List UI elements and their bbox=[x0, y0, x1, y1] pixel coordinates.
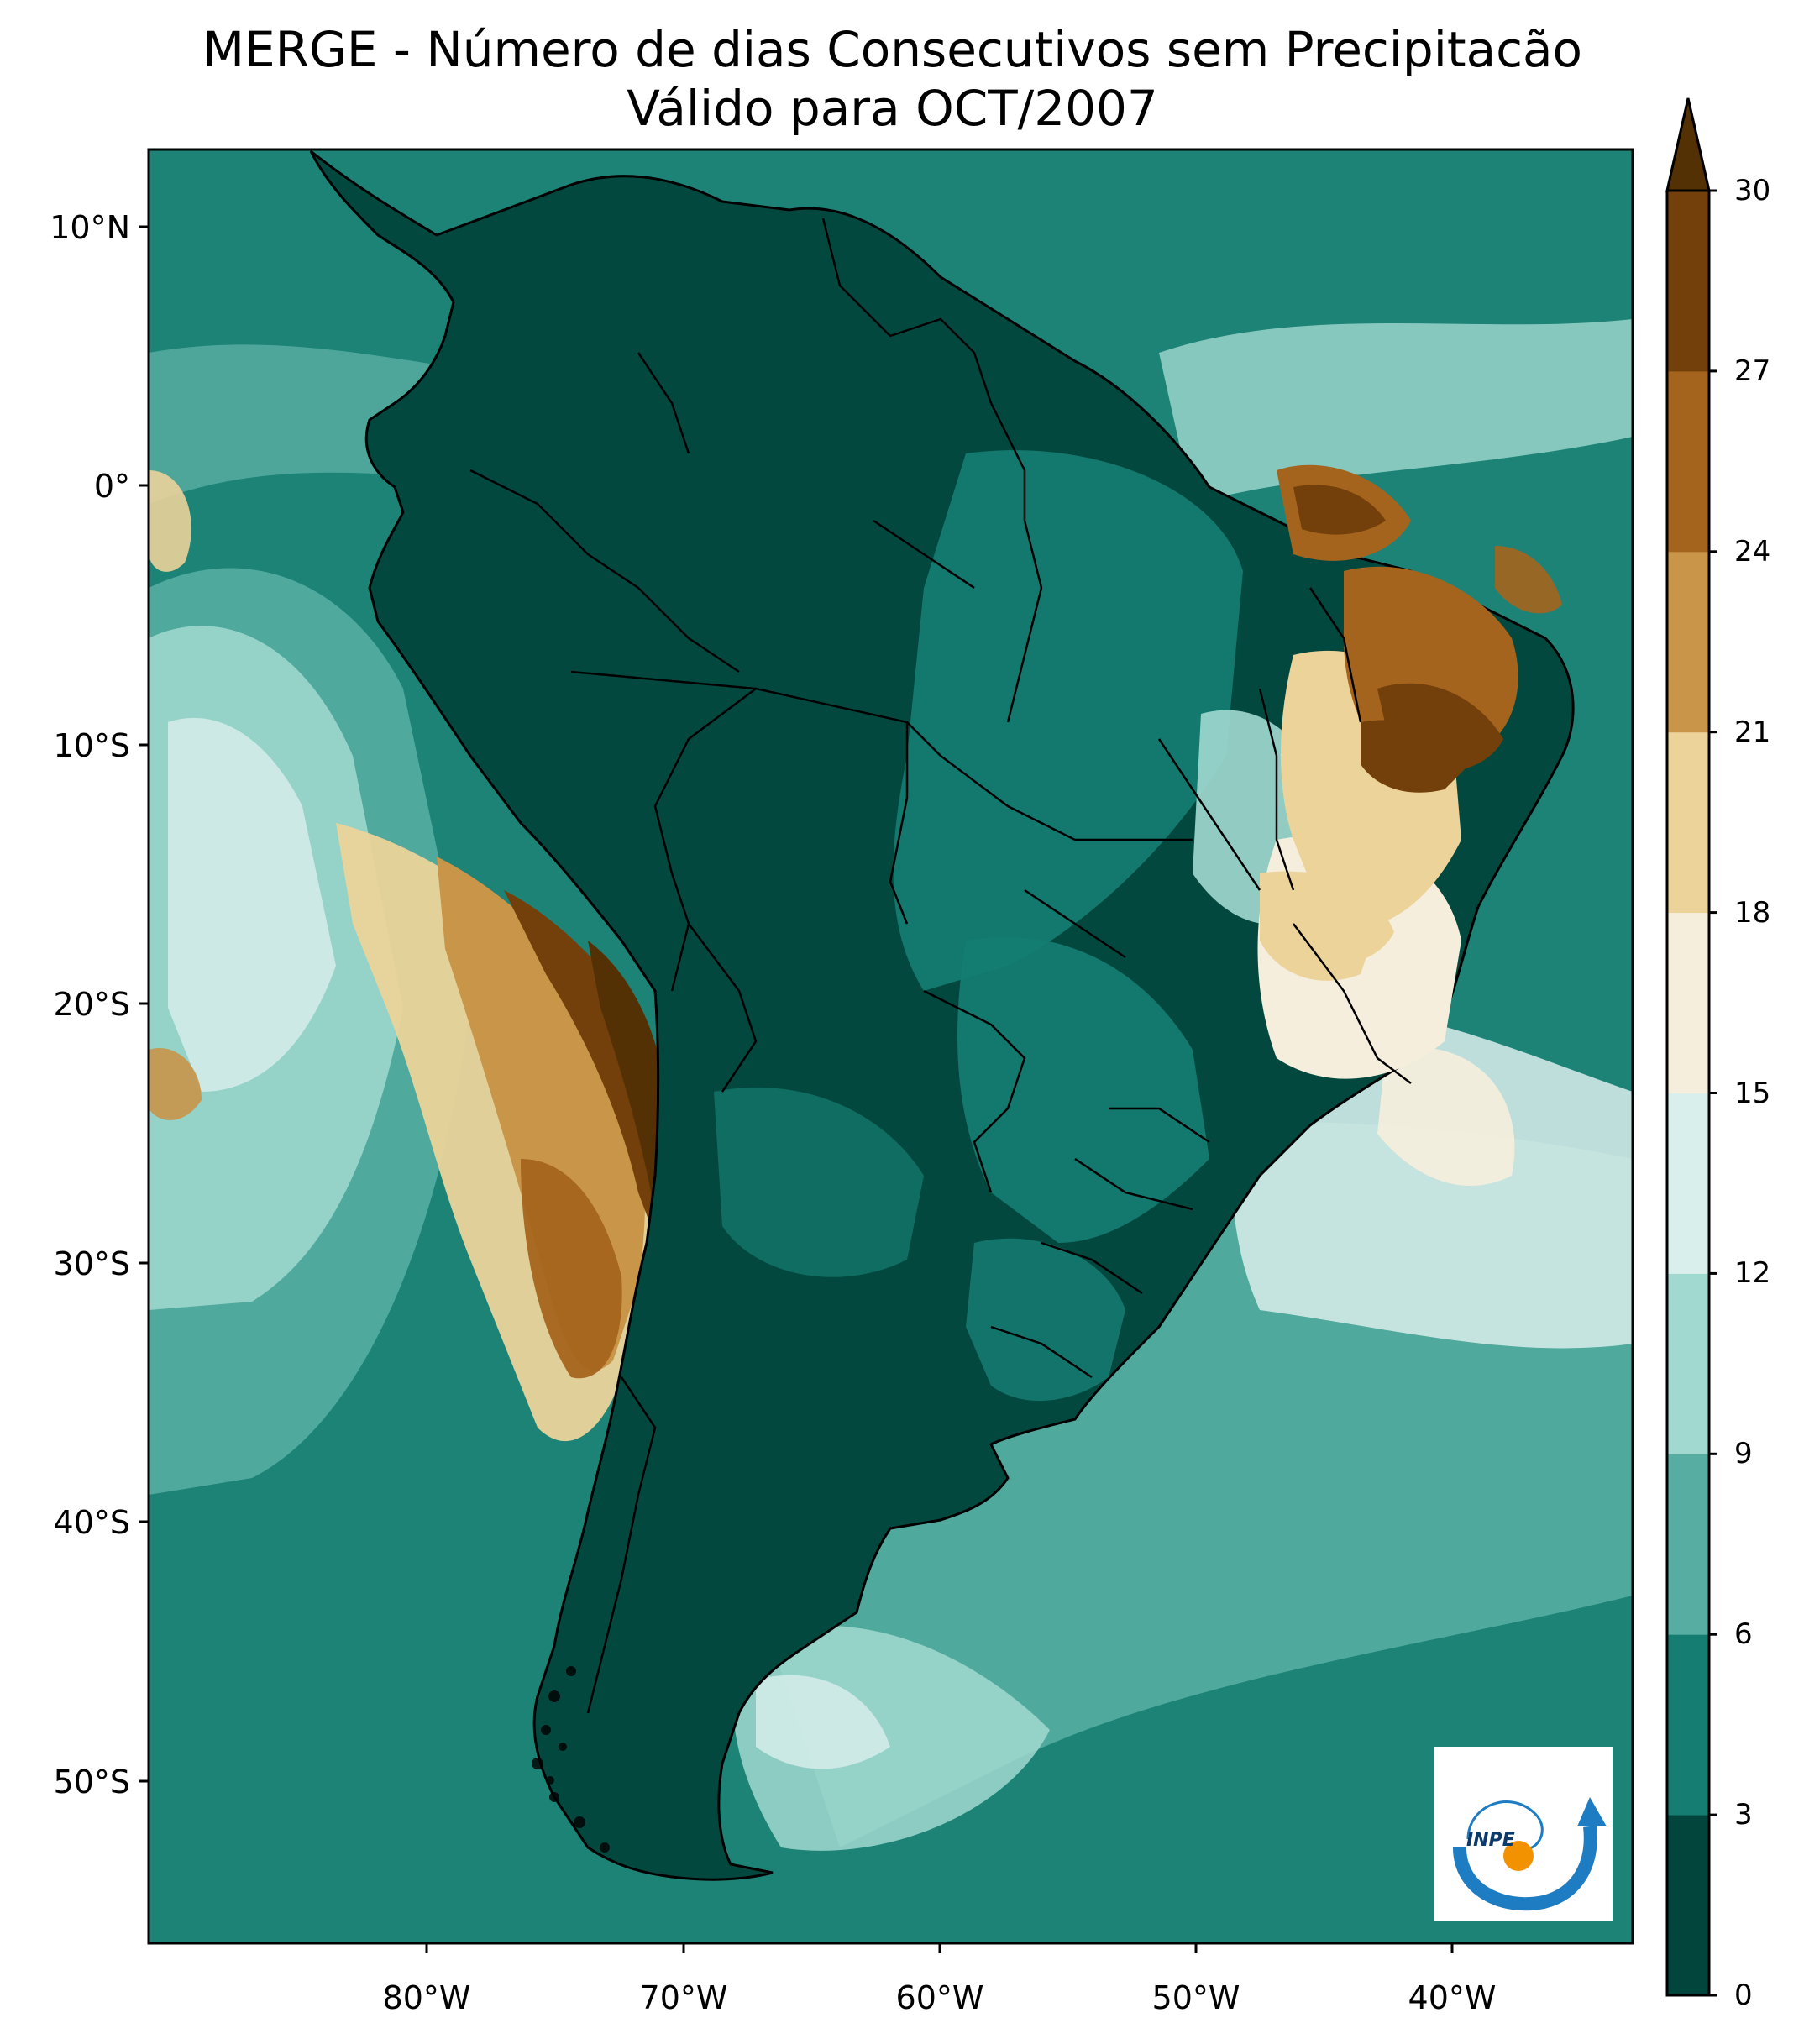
colorbar bbox=[1665, 97, 1717, 1997]
colorbar-segment bbox=[1667, 551, 1709, 733]
colorbar-segment bbox=[1667, 191, 1709, 372]
logo-arc-icon bbox=[1453, 1826, 1597, 1911]
south-america-landmass bbox=[309, 149, 1575, 1881]
dry-patch-pacific-equator bbox=[149, 470, 191, 572]
coast-east-dry-patch bbox=[1495, 546, 1562, 614]
colorbar-tick-label: 30 bbox=[1734, 174, 1771, 207]
lat-label-30s: 30°S bbox=[53, 1245, 130, 1282]
colorbar-segment bbox=[1667, 731, 1709, 914]
land-brazil-southeast bbox=[957, 936, 1209, 1243]
colorbar-tick-label: 15 bbox=[1734, 1076, 1771, 1110]
colorbar-extend-arrow bbox=[1665, 97, 1711, 192]
lon-label-40w: 40°W bbox=[1408, 1979, 1497, 2016]
colorbar-segment bbox=[1667, 370, 1709, 553]
land-south-uruguay bbox=[966, 1238, 1125, 1402]
ocean-band-north-east bbox=[1159, 319, 1633, 504]
map-frame bbox=[147, 148, 1634, 1945]
lat-label-10n: 10°N bbox=[50, 209, 130, 246]
colorbar-tick-label: 12 bbox=[1734, 1256, 1771, 1291]
ocean-pale-pacific bbox=[168, 717, 336, 1092]
dry-patch-pacific-far bbox=[149, 1048, 202, 1120]
lat-label-20s: 20°S bbox=[53, 986, 130, 1023]
axis-ticks bbox=[139, 225, 1454, 1953]
colorbar-tick-label: 21 bbox=[1734, 715, 1771, 749]
lat-label-40s: 40°S bbox=[53, 1504, 130, 1541]
logo-text: INPE bbox=[1466, 1830, 1515, 1851]
inpe-logo: INPE bbox=[1434, 1747, 1613, 1921]
chile-fjords bbox=[532, 1666, 610, 1853]
lat-label-50s: 50°S bbox=[53, 1764, 130, 1800]
logo-orbit-icon bbox=[1466, 1800, 1544, 1851]
colorbar-segment bbox=[1667, 1634, 1709, 1816]
colorbar-segment bbox=[1667, 1815, 1709, 1996]
map-title: MERGE - Número de dias Consecutivos sem … bbox=[202, 21, 1583, 78]
colorbar-tick-label: 3 bbox=[1734, 1798, 1753, 1832]
colorbar-segment bbox=[1667, 1454, 1709, 1635]
land-brazil-center bbox=[893, 450, 1243, 991]
colorbar-tick-label: 9 bbox=[1734, 1437, 1753, 1471]
colorbar-tick-label: 0 bbox=[1734, 1978, 1753, 2012]
land-argentina-patch bbox=[714, 1087, 924, 1277]
colorbar-segment bbox=[1667, 1093, 1709, 1274]
logo-sun-icon bbox=[1503, 1841, 1534, 1871]
dry-band-coast-darkest bbox=[588, 941, 662, 1226]
colorbar-segment bbox=[1667, 1273, 1709, 1454]
land-central-east-cream bbox=[1260, 871, 1377, 981]
logo-arrow-icon bbox=[1577, 1797, 1607, 1826]
dry-patch-pacific-south bbox=[521, 1159, 622, 1379]
lat-label-0: 0° bbox=[93, 468, 130, 505]
lon-label-50w: 50°W bbox=[1151, 1979, 1240, 2016]
lat-label-10s: 10°S bbox=[53, 727, 130, 764]
lon-label-60w: 60°W bbox=[895, 1979, 984, 2016]
coast-north-dark-patch bbox=[1293, 485, 1386, 535]
political-borders bbox=[469, 218, 1412, 1714]
ocean-south-pale bbox=[756, 1675, 890, 1769]
colorbar-segment bbox=[1667, 912, 1709, 1093]
colorbar-tick-label: 18 bbox=[1734, 895, 1771, 930]
lon-label-70w: 70°W bbox=[639, 1979, 728, 2016]
inpe-logo-graphic: INPE bbox=[1453, 1797, 1607, 1911]
lon-label-80w: 80°W bbox=[382, 1979, 471, 2016]
colorbar-tick-label: 24 bbox=[1734, 534, 1771, 569]
land-northeast-strip bbox=[1361, 720, 1478, 793]
colorbar-tick-label: 6 bbox=[1734, 1617, 1753, 1652]
map-subtitle: Válido para OCT/2007 bbox=[627, 80, 1158, 137]
colorbar-tick-label: 27 bbox=[1734, 354, 1771, 388]
ocean-atlantic-cream bbox=[1377, 1046, 1515, 1186]
map-area bbox=[149, 149, 1633, 1943]
